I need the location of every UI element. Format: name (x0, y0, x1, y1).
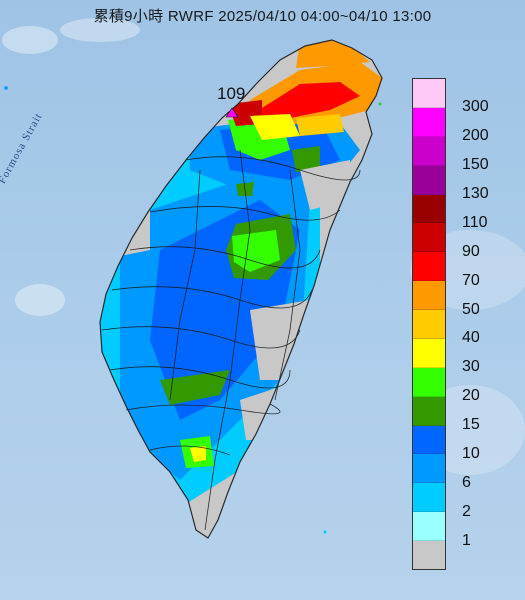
legend-label: 110 (462, 213, 488, 231)
legend-swatch (413, 165, 445, 195)
legend-label: 130 (462, 184, 489, 202)
legend-swatch (413, 425, 445, 455)
legend-swatch (413, 223, 445, 253)
legend-label: 150 (462, 155, 489, 173)
legend-swatch (413, 107, 445, 137)
peak-marker (225, 107, 239, 118)
legend-swatch (413, 136, 445, 166)
green-island (323, 530, 327, 534)
peak-value-label: 109 (217, 84, 246, 103)
legend-swatch (413, 483, 445, 513)
legend-swatch (413, 396, 445, 426)
legend-swatch (413, 454, 445, 484)
legend-label: 50 (462, 300, 480, 318)
legend-label: 15 (462, 416, 480, 434)
legend-swatch (413, 281, 445, 310)
legend-label: 20 (462, 387, 480, 405)
legend-label: 30 (462, 358, 480, 376)
map-title: 累積9小時 RWRF 2025/04/10 04:00~04/10 13:00 (93, 8, 432, 25)
legend-swatch (413, 310, 445, 339)
legend-swatch (413, 252, 445, 282)
legend-swatch (413, 512, 445, 541)
legend-swatch (413, 338, 445, 368)
legend-label: 90 (462, 242, 480, 260)
legend-label: 1 (462, 532, 471, 550)
legend-label: 10 (462, 445, 480, 463)
rainfall-field (100, 40, 382, 538)
legend-label: 2 (462, 503, 471, 521)
legend-label: 300 (462, 97, 489, 115)
legend-color-bar (412, 78, 446, 570)
legend-label: 200 (462, 126, 489, 144)
legend-swatch (413, 541, 445, 569)
legend-swatch (413, 194, 445, 224)
legend-label: 6 (462, 474, 471, 492)
islet (4, 86, 8, 90)
legend-swatch (413, 79, 445, 108)
legend-label: 40 (462, 329, 480, 347)
guishan-island (378, 102, 382, 106)
boundary-lines (99, 39, 383, 539)
legend-label: 70 (462, 271, 480, 289)
legend-swatch (413, 367, 445, 397)
